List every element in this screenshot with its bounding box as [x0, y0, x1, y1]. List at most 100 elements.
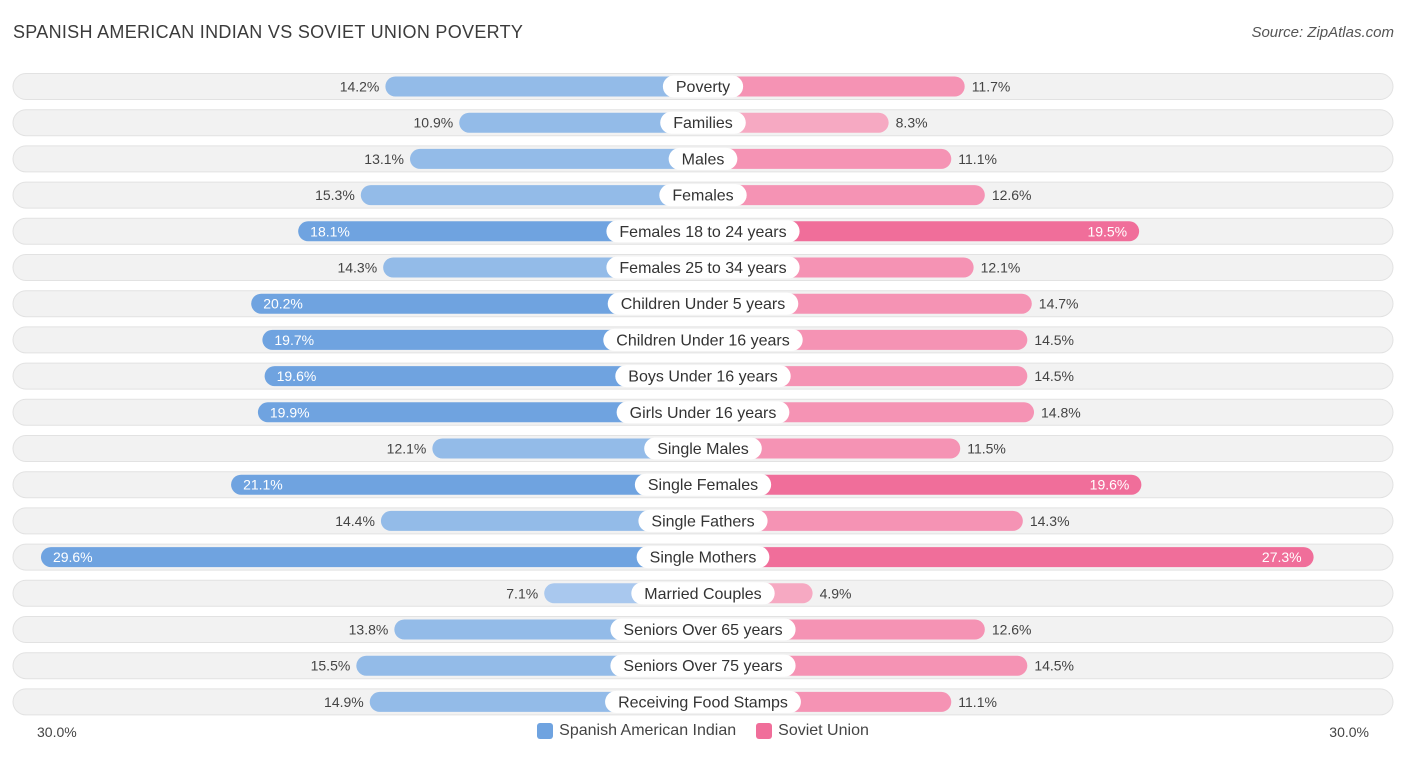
bar-spanish-american-indian-children-under-5-years	[251, 293, 703, 314]
category-label-children-under-5-years: Children Under 5 years	[621, 296, 786, 313]
category-pill-children-under-16-years	[603, 328, 803, 351]
value-label-soviet-union-males: 11.1%	[958, 151, 997, 167]
value-label-spanish-american-indian-children-under-16-years: 19.7%	[274, 332, 314, 348]
legend-item-soviet-union[interactable]: Soviet Union	[756, 722, 869, 740]
category-label-receiving-food-stamps: Receiving Food Stamps	[618, 694, 788, 711]
bar-soviet-union-males	[703, 148, 952, 169]
category-pill-females	[659, 184, 747, 207]
category-label-families: Families	[673, 115, 733, 132]
category-label-married-couples: Married Couples	[644, 586, 761, 603]
bar-soviet-union-families	[703, 112, 889, 133]
category-pill-females-18-to-24-years	[606, 220, 800, 243]
legend-swatch-left	[537, 723, 554, 739]
bar-soviet-union-single-fathers	[703, 510, 1023, 531]
value-label-soviet-union-married-couples: 4.9%	[820, 585, 852, 601]
bar-soviet-union-females-18-to-24-years	[703, 221, 1140, 242]
bar-spanish-american-indian-single-fathers	[380, 510, 703, 531]
legend-label-left: Spanish American Indian	[559, 722, 737, 739]
value-label-soviet-union-children-under-5-years: 14.7%	[1039, 296, 1079, 312]
category-pill-children-under-5-years	[607, 292, 799, 315]
value-label-spanish-american-indian-females-18-to-24-years: 18.1%	[310, 223, 350, 239]
bar-soviet-union-females	[703, 185, 985, 206]
value-label-spanish-american-indian-receiving-food-stamps: 14.9%	[324, 694, 364, 710]
value-label-soviet-union-families: 8.3%	[896, 115, 928, 131]
bar-spanish-american-indian-poverty	[385, 76, 703, 97]
bar-soviet-union-single-males	[703, 438, 961, 459]
bar-spanish-american-indian-single-females	[231, 474, 703, 495]
value-label-spanish-american-indian-single-females: 21.1%	[243, 477, 283, 493]
category-pill-married-couples	[631, 582, 775, 605]
value-label-soviet-union-females: 12.6%	[992, 187, 1032, 203]
value-label-spanish-american-indian-females: 15.3%	[315, 187, 355, 203]
bar-spanish-american-indian-single-males	[432, 438, 703, 459]
category-label-single-mothers: Single Mothers	[650, 550, 757, 567]
bar-spanish-american-indian-females-18-to-24-years	[298, 221, 703, 242]
category-label-single-males: Single Males	[657, 441, 749, 458]
value-label-soviet-union-seniors-over-75-years: 14.5%	[1034, 658, 1074, 674]
category-label-females-18-to-24-years: Females 18 to 24 years	[619, 224, 786, 241]
bar-spanish-american-indian-single-mothers	[40, 547, 704, 568]
value-label-soviet-union-single-females: 19.6%	[1090, 477, 1130, 493]
bar-spanish-american-indian-females	[360, 185, 703, 206]
axis-min-label: 30.0%	[37, 724, 77, 740]
value-label-spanish-american-indian-seniors-over-65-years: 13.8%	[349, 622, 389, 638]
value-label-soviet-union-seniors-over-65-years: 12.6%	[992, 622, 1032, 638]
value-label-spanish-american-indian-single-males: 12.1%	[387, 441, 427, 457]
category-pill-poverty	[662, 75, 744, 98]
value-label-spanish-american-indian-seniors-over-75-years: 15.5%	[311, 658, 351, 674]
category-pill-families	[660, 111, 746, 134]
category-label-boys-under-16-years: Boys Under 16 years	[628, 369, 777, 386]
category-label-females: Females	[672, 188, 733, 205]
value-label-soviet-union-females-18-to-24-years: 19.5%	[1087, 223, 1127, 239]
category-label-females-25-to-34-years: Females 25 to 34 years	[619, 260, 786, 277]
category-pill-single-fathers	[638, 509, 768, 532]
category-pill-single-females	[634, 473, 772, 496]
bar-soviet-union-single-mothers	[703, 547, 1314, 568]
bar-soviet-union-single-females	[703, 474, 1142, 495]
bar-spanish-american-indian-girls-under-16-years	[257, 402, 703, 423]
value-label-spanish-american-indian-single-fathers: 14.4%	[335, 513, 375, 529]
chart-title: SPANISH AMERICAN INDIAN VS SOVIET UNION …	[13, 22, 524, 42]
category-pill-seniors-over-65-years	[610, 618, 796, 641]
category-pill-males	[668, 147, 738, 170]
value-label-spanish-american-indian-children-under-5-years: 20.2%	[263, 296, 303, 312]
value-label-spanish-american-indian-boys-under-16-years: 19.6%	[277, 368, 317, 384]
category-label-girls-under-16-years: Girls Under 16 years	[630, 405, 777, 422]
value-label-spanish-american-indian-married-couples: 7.1%	[506, 585, 538, 601]
bar-soviet-union-poverty	[703, 76, 965, 97]
value-label-spanish-american-indian-poverty: 14.2%	[340, 79, 380, 95]
category-label-single-females: Single Females	[648, 477, 758, 494]
legend: Spanish American Indian Soviet Union	[0, 722, 1406, 740]
category-pill-girls-under-16-years	[616, 401, 790, 424]
category-label-seniors-over-75-years: Seniors Over 75 years	[623, 658, 782, 675]
category-pill-boys-under-16-years	[615, 365, 791, 388]
axis-max-label: 30.0%	[1329, 724, 1369, 740]
value-label-spanish-american-indian-girls-under-16-years: 19.9%	[270, 404, 310, 420]
bar-spanish-american-indian-families	[459, 112, 703, 133]
category-label-children-under-16-years: Children Under 16 years	[616, 332, 789, 349]
source-credit: Source: ZipAtlas.com	[1251, 24, 1394, 41]
category-label-single-fathers: Single Fathers	[651, 513, 754, 530]
bar-spanish-american-indian-children-under-16-years	[262, 329, 703, 350]
legend-swatch-right	[756, 723, 773, 739]
value-label-soviet-union-children-under-16-years: 14.5%	[1034, 332, 1074, 348]
category-pill-single-males	[644, 437, 762, 460]
value-label-soviet-union-girls-under-16-years: 14.8%	[1041, 404, 1081, 420]
value-label-spanish-american-indian-families: 10.9%	[414, 115, 454, 131]
value-label-soviet-union-single-mothers: 27.3%	[1262, 549, 1302, 565]
value-label-soviet-union-boys-under-16-years: 14.5%	[1034, 368, 1074, 384]
category-pill-single-mothers	[636, 546, 770, 569]
legend-item-spanish-american-indian[interactable]: Spanish American Indian	[537, 722, 736, 740]
category-label-males: Males	[682, 151, 725, 168]
value-label-spanish-american-indian-single-mothers: 29.6%	[53, 549, 93, 565]
value-label-soviet-union-single-fathers: 14.3%	[1030, 513, 1070, 529]
legend-label-right: Soviet Union	[778, 722, 869, 739]
category-label-poverty: Poverty	[676, 79, 730, 96]
category-label-seniors-over-65-years: Seniors Over 65 years	[623, 622, 782, 639]
value-label-spanish-american-indian-females-25-to-34-years: 14.3%	[337, 260, 377, 276]
bar-spanish-american-indian-males	[409, 148, 703, 169]
value-label-soviet-union-receiving-food-stamps: 11.1%	[958, 694, 997, 710]
category-pill-seniors-over-75-years	[610, 654, 796, 677]
category-pill-receiving-food-stamps	[605, 690, 801, 713]
